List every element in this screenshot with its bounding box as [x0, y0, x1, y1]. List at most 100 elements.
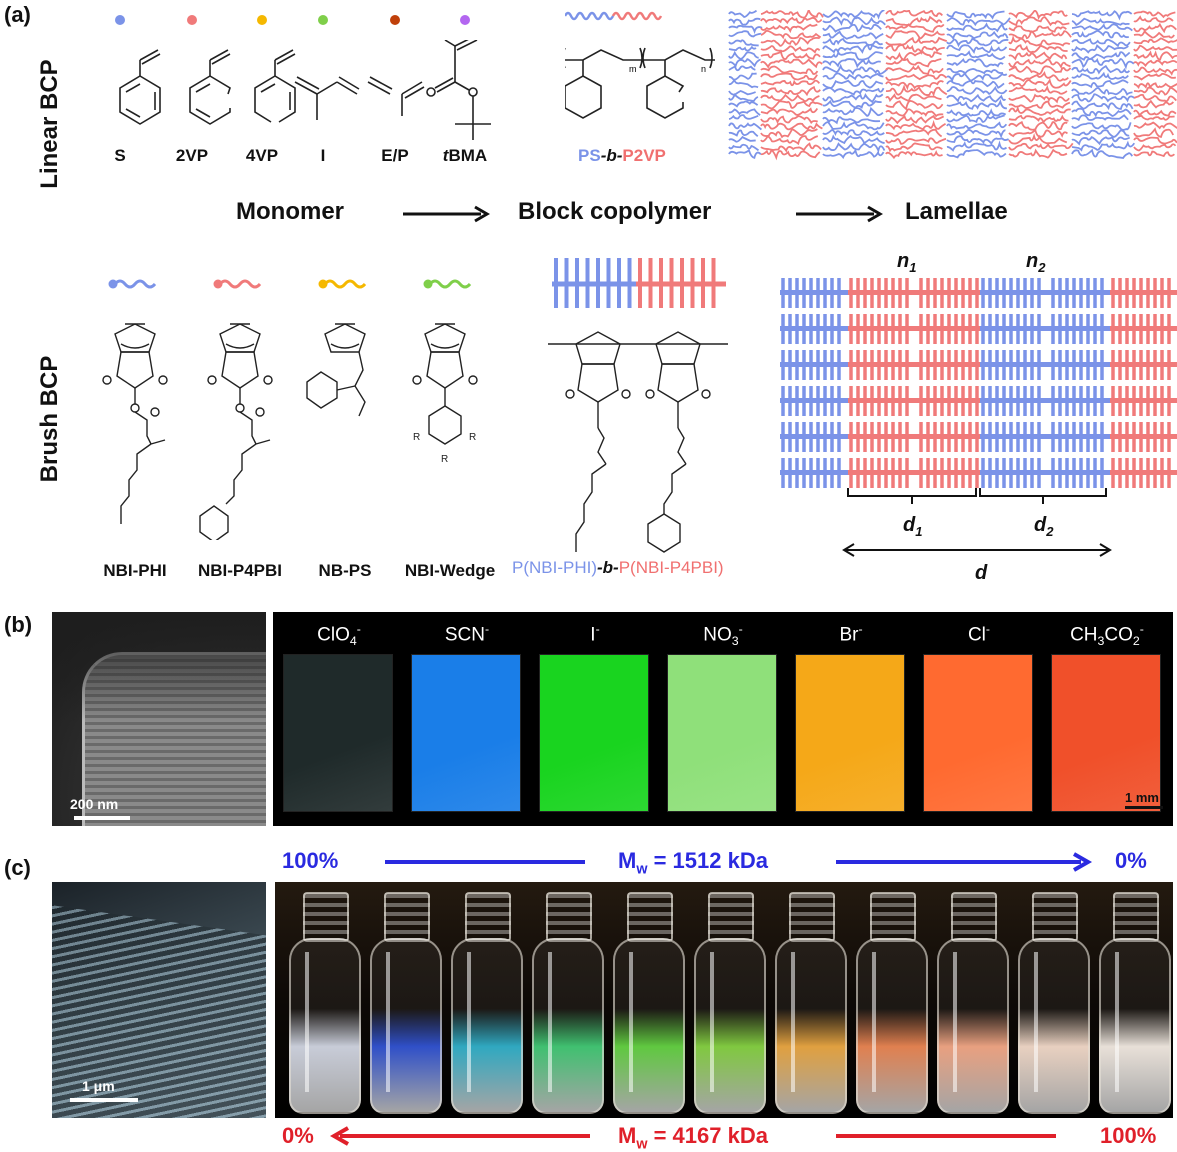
brush-lamellae-diagram [780, 278, 1177, 488]
isoprene-structure [294, 76, 360, 120]
red-domain-stripe [1133, 10, 1177, 158]
vial-cap-thread [789, 892, 835, 942]
brush-bcp-row-label: Brush BCP [36, 355, 63, 483]
ps-b-p2vp-structure: m n [565, 11, 715, 119]
red-domain-stripe [760, 10, 824, 161]
anion-label: SCN- [444, 622, 490, 646]
macromonomer-wave-icon [318, 279, 367, 289]
macromonomer-label: NBI-PHI [103, 561, 167, 580]
red-brush-domain [1110, 278, 1177, 488]
bottom-left-percent: 0% [282, 1123, 314, 1148]
vial-highlight [548, 952, 552, 1092]
monomer-label: E/P [381, 146, 409, 165]
tbma-structure [426, 40, 491, 140]
blue-domain-stripe [728, 10, 763, 159]
anion-color-swatch [923, 654, 1033, 812]
monomer-label: I [320, 146, 326, 165]
flow-step-monomer: Monomer [236, 198, 344, 225]
panel-a-label: (a) [4, 2, 31, 27]
ethylene-propylene-structure [367, 76, 425, 116]
n2-label: n2 [1026, 250, 1046, 275]
block2-name: P2VP [622, 146, 666, 165]
vial-cap-thread [546, 892, 592, 942]
vial [449, 892, 523, 1114]
subscript-m: m [629, 64, 637, 74]
sem-image-b: 200 nm [52, 612, 266, 826]
arrow-right-icon [836, 852, 1093, 872]
4-vinylpyridine-structure [254, 49, 296, 123]
anion-color-swatch [795, 654, 905, 812]
red-chain-icon [611, 11, 663, 21]
bottom-right-percent: 100% [1100, 1123, 1157, 1148]
monomer-label: S [114, 146, 126, 165]
top-mw-label: Mw = 1512 kDa [618, 848, 768, 878]
vial-body [613, 938, 685, 1114]
macromonomer-label: NBI-P4PBI [197, 561, 283, 580]
vial-body [289, 938, 361, 1114]
substituent-r: R [441, 454, 448, 465]
arrow-left-icon [330, 1126, 590, 1146]
substituent-r: R [413, 432, 420, 443]
panel-c-label: (c) [4, 855, 31, 880]
d2-label: d2 [1034, 514, 1054, 539]
vial [287, 892, 361, 1114]
macromonomer-label: NBI-Wedge [404, 561, 496, 580]
vial [773, 892, 847, 1114]
bottom-mw-label: Mw = 4167 kDa [618, 1123, 768, 1152]
monomer-structures [119, 40, 491, 140]
flow-step-block-copolymer: Block copolymer [518, 198, 712, 225]
anion-label: Br- [839, 622, 863, 646]
vial [854, 892, 928, 1114]
monomer-dot [460, 15, 470, 25]
vial-cap-thread [627, 892, 673, 942]
anion-label: NO3- [703, 622, 743, 649]
vial-highlight [872, 952, 876, 1092]
vial-cap-thread [708, 892, 754, 942]
top-right-percent: 0% [1115, 848, 1147, 873]
vial [935, 892, 1009, 1114]
blue-domain-stripe [1071, 10, 1136, 159]
d1-bracket [847, 488, 977, 497]
brush-block-separator: -b- [597, 558, 619, 577]
linear-lamellae-diagram [728, 10, 1177, 161]
anion-label: I- [590, 622, 600, 646]
monomer-dot [318, 15, 328, 25]
norbornene-imide-core [199, 323, 273, 540]
monomer-dot [390, 15, 400, 25]
vial-highlight [305, 952, 309, 1092]
vial-cap-thread [303, 892, 349, 942]
vial-highlight [953, 952, 957, 1092]
macromonomer-wave-icon [108, 279, 157, 289]
linear-bcp-name: PS-b-P2VP [578, 146, 666, 166]
sem-scale-label: 1 μm [82, 1078, 115, 1094]
vial-body [451, 938, 523, 1114]
vial-highlight [710, 952, 714, 1092]
anion-color-panel: ClO4- SCN- I- NO3- Br- Cl- CH3CO2- 1 mm [273, 612, 1173, 826]
monomer-dot [187, 15, 197, 25]
macromonomer-wave-icon [213, 279, 262, 289]
arrow-right-icon [403, 205, 490, 223]
brush-bcp-structure [548, 258, 728, 553]
vial-body [694, 938, 766, 1114]
d1-label: d1 [903, 514, 923, 539]
flow-step-lamellae: Lamellae [905, 198, 1008, 225]
vial-body [1018, 938, 1090, 1114]
block1-name: PS [578, 146, 601, 165]
blue-domain-stripe [822, 10, 889, 160]
anion-label: ClO4- [317, 622, 361, 649]
vial-cap-thread [1032, 892, 1078, 942]
vial-body [775, 938, 847, 1114]
vials-photo [275, 882, 1173, 1118]
vial-highlight [629, 952, 633, 1092]
monomer-label: tBMA [442, 146, 488, 165]
vial-body [532, 938, 604, 1114]
vial-highlight [467, 952, 471, 1092]
blue-brush-domain [980, 278, 1110, 488]
vial-highlight [1034, 952, 1038, 1092]
macromonomer-wave-icon [423, 279, 472, 289]
anion-color-swatch [411, 654, 521, 812]
vial-highlight [386, 952, 390, 1092]
blue-domain-stripe [946, 10, 1011, 159]
2-vinylpyridine-structure [189, 49, 231, 125]
norbornene-styrene-structure [306, 323, 366, 417]
